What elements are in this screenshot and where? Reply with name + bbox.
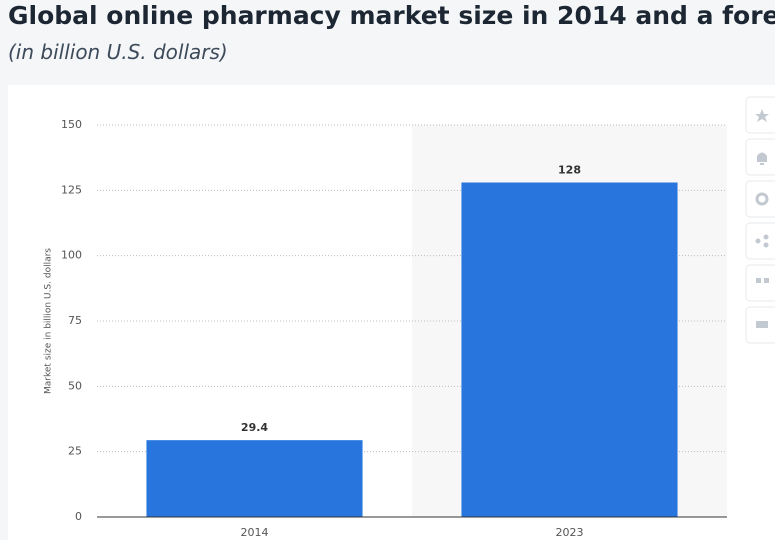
chart-title: Global online pharmacy market size in 20… (8, 1, 775, 30)
gear-icon (755, 192, 769, 206)
bell-icon (757, 152, 767, 165)
y-tick-label: 75 (68, 314, 82, 327)
toolbar (745, 96, 775, 344)
y-tick-label: 0 (75, 510, 82, 523)
x-tick-label: 2023 (556, 526, 584, 539)
share-button[interactable] (745, 222, 775, 260)
value-label: 29.4 (241, 421, 268, 434)
settings-button[interactable] (745, 180, 775, 218)
print-icon (756, 321, 768, 328)
quote-icon (756, 278, 769, 283)
x-tick-label: 2014 (241, 526, 269, 539)
y-tick-label: 100 (61, 249, 82, 262)
y-tick-label: 25 (68, 445, 82, 458)
chart-subtitle: (in billion U.S. dollars) (8, 40, 228, 64)
y-tick-label: 125 (61, 183, 82, 196)
y-axis-label: Market size in billion U.S. dollars (44, 248, 54, 394)
star-icon (755, 109, 769, 122)
value-label: 128 (558, 163, 581, 176)
y-tick-label: 50 (68, 379, 82, 392)
bar (461, 182, 678, 517)
bar (146, 440, 363, 517)
share-icon (755, 234, 769, 248)
y-tick-label: 150 (61, 118, 82, 131)
